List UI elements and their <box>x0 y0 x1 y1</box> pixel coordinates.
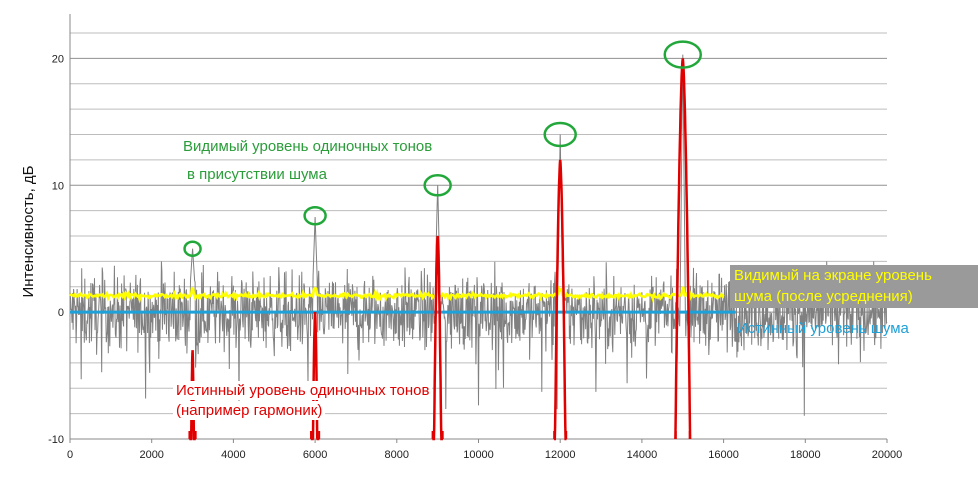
x-tick-label: 8000 <box>385 449 409 461</box>
peak-marker-circle <box>543 121 577 148</box>
x-tick-label: 14000 <box>627 449 658 461</box>
x-tick-label: 12000 <box>545 449 576 461</box>
x-tick-label: 16000 <box>708 449 739 461</box>
x-tick-label: 4000 <box>221 449 245 461</box>
y-axis-label: Интенсивность, дБ <box>20 165 37 297</box>
tone-peak <box>674 58 692 440</box>
visible-tones-line2: в присутствии шума <box>184 165 330 184</box>
visible-noise-annotation: Видимый на экране уровень шума (после ус… <box>730 265 978 308</box>
true-tones-line2: (например гармоник) <box>173 401 326 420</box>
peak-marker-circle <box>663 40 702 69</box>
true-noise-annotation: Истинный уровень шума <box>737 320 909 338</box>
tone-peak <box>432 235 443 441</box>
peak-marker-circle <box>303 205 327 226</box>
average-noise-trace <box>69 283 725 304</box>
average-line <box>69 283 725 304</box>
x-tick-label: 18000 <box>790 449 821 461</box>
true-tones-annotation: Истинный уровень одиночных тонов (наприм… <box>173 381 433 420</box>
y-tick-label: 20 <box>52 53 64 65</box>
peak-markers <box>183 40 702 257</box>
x-tick-label: 0 <box>67 449 73 461</box>
true-tones-trace <box>188 58 692 441</box>
visible-tones-line1: Видимый уровень одиночных тонов <box>180 137 436 156</box>
visible-tones-annotation: Видимый уровень одиночных тонов в присут… <box>180 137 436 184</box>
peak-marker-circle <box>423 174 452 197</box>
y-tick-label: 10 <box>52 180 64 192</box>
y-tick-label: 0 <box>58 307 64 319</box>
tone-peak <box>310 312 320 441</box>
x-tick-label: 6000 <box>303 449 327 461</box>
visible-noise-line1: Видимый на экране уровень <box>734 267 932 284</box>
true-noise-label: Истинный уровень шума <box>737 320 909 337</box>
x-tick-label: 2000 <box>139 449 163 461</box>
tone-peak <box>553 159 567 441</box>
true-tones-line1: Истинный уровень одиночных тонов <box>173 381 433 400</box>
y-tick-label: -10 <box>48 434 64 446</box>
visible-noise-line2: шума (после усреднения) <box>734 288 913 305</box>
peak-marker-circle <box>183 240 202 257</box>
x-tick-label: 10000 <box>463 449 494 461</box>
axes: 0 2000 4000 6000 8000 10000 12000 14000 16000 180… <box>48 53 902 461</box>
x-tick-label: 20000 <box>872 449 903 461</box>
